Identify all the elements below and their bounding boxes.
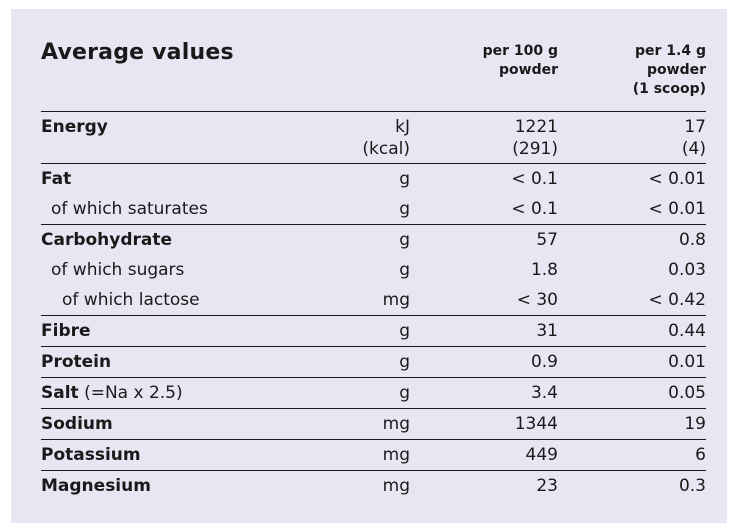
table-row-fat: Fat g < 0.1 < 0.01 [41,163,706,194]
value-per-scoop: 0.8 [678,230,706,250]
unit: g [399,352,410,372]
unit: g [399,321,410,341]
unit: g [399,260,410,280]
unit: g [399,169,410,189]
nutrient-name: Magnesium [41,476,151,496]
table-row-sodium: Sodium mg 1344 19 [41,408,706,439]
unit: g [399,383,410,403]
value-per-100g: 449 [525,445,558,465]
nutrition-table: Energy kJ (kcal) 1221 (291) 17 (4) Fat g… [41,112,706,501]
table-row-saturates: of which saturates g < 0.1 < 0.01 [41,194,706,224]
column-header-per-scoop: per 1.4 g powder (1 scoop) [632,43,706,97]
unit: mg [382,290,410,310]
value-per-100g: 31 [536,321,558,341]
nutrient-name-note: (=Na x 2.5) [78,383,183,403]
table-row-fibre: Fibre g 31 0.44 [41,315,706,346]
value-per-100g: 57 [536,230,558,250]
header-divider [41,111,706,112]
nutrient-name: Fibre [41,321,91,341]
nutrient-name: of which saturates [51,199,208,219]
value-per-100g: 1344 [514,414,558,434]
table-row-salt: Salt (=Na x 2.5) g 3.4 0.05 [41,377,706,408]
value-per-scoop: 19 [684,414,706,434]
nutrient-name: Salt [41,383,79,403]
value-per-scoop: 0.03 [668,260,706,280]
unit: kJ [395,117,410,137]
value-per-scoop: 6 [695,445,706,465]
nutrient-name: Potassium [41,445,141,465]
nutrient-name: of which lactose [62,290,200,310]
value-per-100g: 1221 [514,117,558,137]
value-per-100g: 3.4 [530,383,558,403]
nutrition-panel [11,9,727,523]
value-per-100g: < 30 [516,290,558,310]
value-per-scoop: 0.44 [668,321,706,341]
nutrient-name: Energy [41,117,108,137]
unit-secondary: (kcal) [362,139,410,159]
nutrient-name: Sodium [41,414,113,434]
value-per-scoop: 0.05 [668,383,706,403]
unit: mg [382,476,410,496]
value-per-100g: < 0.1 [511,169,558,189]
value-per-scoop-secondary: (4) [681,139,706,159]
unit: g [399,199,410,219]
value-per-100g: < 0.1 [511,199,558,219]
value-per-100g: 0.9 [530,352,558,372]
table-row-lactose: of which lactose mg < 30 < 0.42 [41,285,706,315]
value-per-scoop: < 0.01 [648,199,707,219]
unit: mg [382,445,410,465]
table-row-potassium: Potassium mg 449 6 [41,439,706,470]
table-row-protein: Protein g 0.9 0.01 [41,346,706,377]
column-header-per-100g: per 100 g powder [482,43,558,78]
value-per-100g: 23 [536,476,558,496]
table-row-energy: Energy kJ (kcal) 1221 (291) 17 (4) [41,112,706,163]
value-per-scoop: 0.3 [678,476,706,496]
table-title: Average values [41,40,234,65]
nutrient-name: of which sugars [51,260,185,280]
unit: mg [382,414,410,434]
table-row-carbohydrate: Carbohydrate g 57 0.8 [41,224,706,255]
table-row-sugars: of which sugars g 1.8 0.03 [41,255,706,285]
value-per-scoop: 17 [684,117,706,137]
value-per-scoop: < 0.42 [648,290,707,310]
value-per-scoop: < 0.01 [648,169,707,189]
nutrient-name: Protein [41,352,112,372]
nutrient-name: Carbohydrate [41,230,173,250]
nutrient-name-group: Salt (=Na x 2.5) [41,383,183,404]
nutrient-name: Fat [41,169,72,189]
unit: g [399,230,410,250]
table-header: Average values per 100 g powder per 1.4 … [41,40,706,110]
value-per-scoop: 0.01 [668,352,706,372]
value-per-100g: 1.8 [530,260,558,280]
table-row-magnesium: Magnesium mg 23 0.3 [41,470,706,501]
value-per-100g-secondary: (291) [512,139,558,159]
